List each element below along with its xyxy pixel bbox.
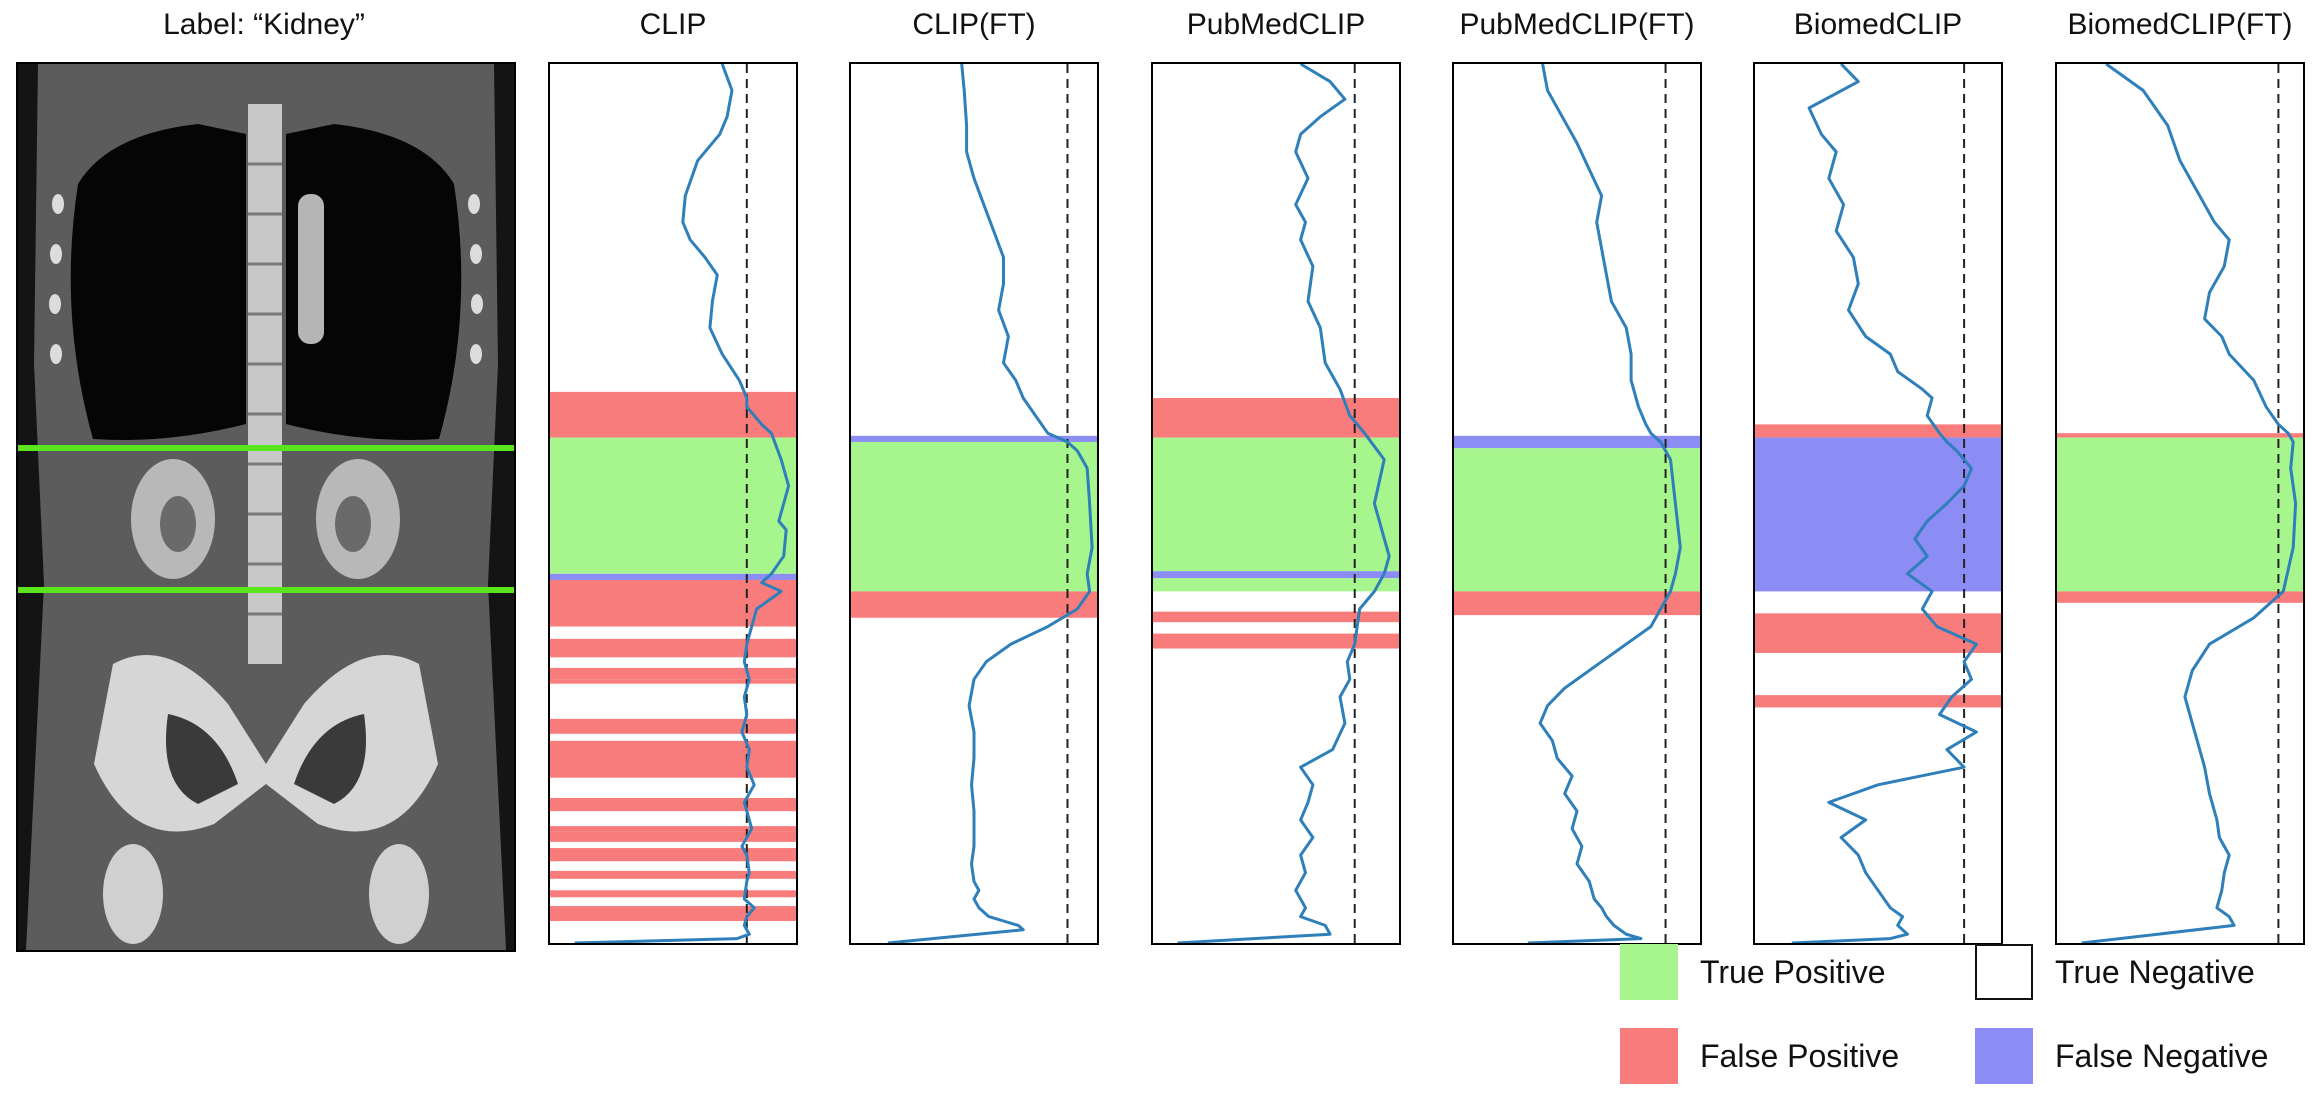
legend-item-true-positive: True Positive (1620, 944, 1886, 1000)
band-false-negative (1153, 571, 1399, 579)
similarity-curve (2081, 64, 2298, 943)
band-false-positive (550, 797, 796, 812)
band-false-positive (1454, 591, 1700, 616)
band-false-positive (550, 906, 796, 922)
band-true-positive (2057, 437, 2303, 592)
band-false-positive (550, 831, 796, 842)
band-false-positive (550, 848, 796, 862)
band-false-positive (550, 740, 796, 778)
plot-title-clip: CLIP (639, 8, 707, 41)
band-true-positive (851, 441, 1097, 592)
left-femur (103, 844, 163, 944)
band-false-positive (550, 890, 796, 898)
plot-canvas (851, 64, 1097, 943)
plot-pubmedclip (1151, 62, 1401, 945)
legend-item-false-positive: False Positive (1620, 1028, 1899, 1084)
band-false-positive (550, 667, 796, 680)
legend-swatch (1620, 944, 1678, 1000)
plot-biomedclip (1753, 62, 2003, 945)
vertebrae-lines (248, 162, 282, 616)
band-false-positive (1755, 613, 2001, 653)
band-false-negative (1454, 435, 1700, 449)
band-false-negative (1755, 437, 2001, 592)
ribs (49, 194, 483, 364)
band-false-positive (2057, 591, 2303, 603)
band-true-positive (550, 437, 796, 574)
similarity-curve (574, 64, 791, 943)
legend-item-false-negative: False Negative (1975, 1028, 2268, 1084)
band-false-positive (851, 591, 1097, 618)
plot-title-biomedclip: BiomedCLIP (1793, 8, 1963, 41)
spine (248, 104, 282, 664)
band-true-positive (1153, 437, 1399, 572)
plot-canvas (1755, 64, 2001, 943)
ct-image-title: Label: “Kidney” (163, 8, 365, 41)
band-true-positive (1454, 448, 1700, 592)
legend-label: True Negative (2055, 953, 2255, 990)
legend-item-true-negative: True Negative (1975, 944, 2255, 1000)
band-true-positive (1153, 578, 1399, 592)
band-false-negative (851, 435, 1097, 442)
legend-swatch (1620, 1028, 1678, 1084)
band-false-positive (1153, 611, 1399, 623)
band-false-positive (550, 638, 796, 658)
band-false-positive (550, 718, 796, 734)
similarity-curve (1177, 64, 1391, 943)
band-false-negative (550, 573, 796, 580)
plot-biomedclip-ft (2055, 62, 2305, 945)
band-false-positive (1153, 398, 1399, 438)
plot-title-clip-ft: CLIP(FT) (912, 8, 1036, 41)
plot-title-pubmedclip-ft: PubMedCLIP(FT) (1459, 8, 1695, 41)
legend-swatch (1975, 944, 2033, 1000)
plot-canvas (1153, 64, 1399, 943)
band-false-positive (550, 679, 796, 684)
ct-scan-image (16, 62, 516, 952)
left-lung (70, 124, 247, 440)
plot-canvas (550, 64, 796, 943)
ct-scan-drawing (18, 64, 514, 950)
band-false-positive (550, 826, 796, 832)
band-false-positive (2057, 433, 2303, 438)
plot-canvas (1454, 64, 1700, 943)
legend-label: False Positive (1700, 1037, 1900, 1074)
plot-clip (548, 62, 798, 945)
similarity-curve (887, 64, 1094, 943)
band-false-positive (550, 579, 796, 627)
band-false-positive (550, 870, 796, 879)
right-lung (286, 124, 462, 440)
aorta (298, 194, 324, 344)
band-false-positive (1153, 633, 1399, 649)
legend-swatch (1975, 1028, 2033, 1084)
similarity-curve (1527, 64, 1682, 943)
plot-title-pubmedclip: PubMedCLIP (1186, 8, 1366, 41)
legend-label: False Negative (2055, 1037, 2269, 1074)
plot-title-biomedclip-ft: BiomedCLIP(FT) (2067, 8, 2293, 41)
similarity-curve (1791, 64, 1978, 943)
legend-label: True Positive (1700, 953, 1886, 990)
band-false-positive (1755, 695, 2001, 708)
plot-canvas (2057, 64, 2303, 943)
plot-clip-ft (849, 62, 1099, 945)
band-false-positive (550, 391, 796, 438)
right-femur (369, 844, 429, 944)
plot-pubmedclip-ft (1452, 62, 1702, 945)
